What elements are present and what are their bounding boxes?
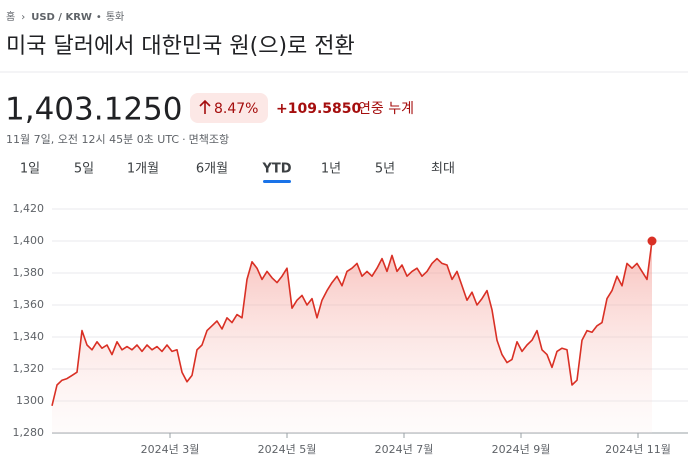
breadcrumb-symbol: USD / KRW: [31, 12, 92, 23]
chart: 1,280 1300 1,320 1,340 1,360 1,380 1,400 1,420 2…: [13, 202, 688, 456]
change-percent: 8.47%: [214, 101, 258, 117]
range-tab[interactable]: 1일: [20, 162, 40, 177]
range-tab[interactable]: YTD: [261, 162, 291, 177]
area-fill: [52, 241, 652, 433]
period-label: 연중 누계: [358, 101, 414, 117]
price-line: [51, 240, 653, 406]
y-tick-label: 1,280: [13, 426, 45, 439]
y-tick-label: 1,380: [13, 266, 45, 279]
x-tick-label: 2024년 3월: [141, 443, 200, 456]
x-tick-label: 2024년 11월: [605, 443, 671, 456]
range-tab[interactable]: 1년: [321, 162, 341, 177]
separator: ·: [182, 133, 186, 146]
breadcrumb: 홈 › USD / KRW • 통화: [6, 10, 124, 23]
page-title: 미국 달러에서 대한민국 원(으)로 전환: [6, 34, 355, 59]
y-tick-label: 1,420: [13, 202, 45, 215]
y-tick-label: 1,400: [13, 234, 45, 247]
x-tick-label: 2024년 5월: [258, 443, 317, 456]
disclaimer[interactable]: 면책조항: [189, 133, 229, 146]
tab-underline: [263, 180, 291, 183]
last-point: [647, 236, 657, 246]
change-badge: [190, 93, 268, 123]
y-tick-label: 1,360: [13, 298, 45, 311]
y-tick-label: 1,340: [13, 330, 45, 343]
range-tabs: 1일 5일 1개월 6개월 YTD 1년 5년 최대: [20, 162, 455, 183]
x-tick-label: 2024년 7월: [375, 443, 434, 456]
price: 1,403.1250: [5, 92, 183, 128]
timestamp: 11월 7일, 오전 12시 45분 0초 UTC: [6, 132, 179, 146]
range-tab[interactable]: 6개월: [196, 162, 228, 177]
range-tab[interactable]: 1개월: [127, 162, 159, 177]
range-tab[interactable]: 5일: [74, 162, 94, 177]
change-amount: +109.5850: [276, 101, 361, 117]
separator: •: [96, 12, 102, 23]
breadcrumb-home[interactable]: 홈: [6, 10, 15, 23]
range-tab[interactable]: 최대: [431, 162, 455, 177]
breadcrumb-type: 통화: [106, 11, 124, 23]
timestamp-line: 11월 7일, 오전 12시 45분 0초 UTC · 면책조항: [6, 132, 229, 146]
y-tick-label: 1,320: [13, 362, 45, 375]
range-tab[interactable]: 5년: [375, 162, 395, 177]
up-arrow: [199, 99, 211, 114]
y-tick-label: 1300: [16, 394, 44, 407]
separator: ›: [21, 12, 25, 23]
x-tick-label: 2024년 9월: [492, 443, 551, 456]
